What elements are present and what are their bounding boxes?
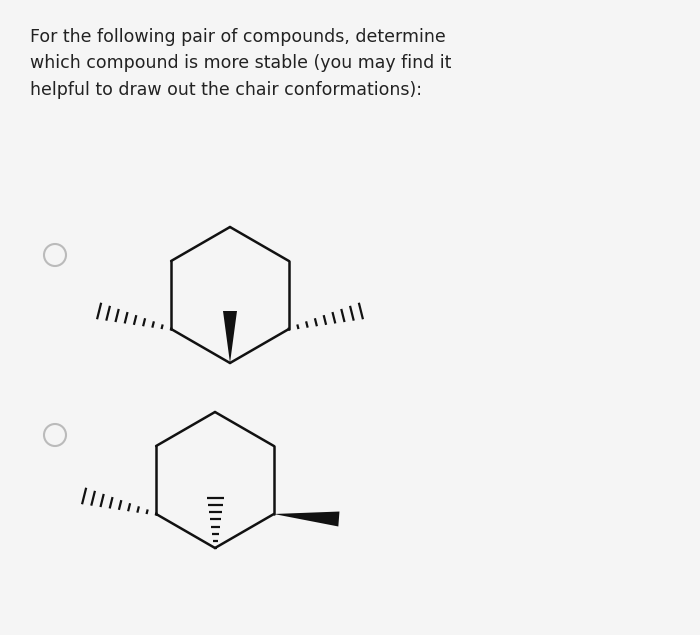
Text: For the following pair of compounds, determine
which compound is more stable (yo: For the following pair of compounds, det… <box>30 28 452 99</box>
Polygon shape <box>223 311 237 363</box>
Polygon shape <box>274 512 340 526</box>
